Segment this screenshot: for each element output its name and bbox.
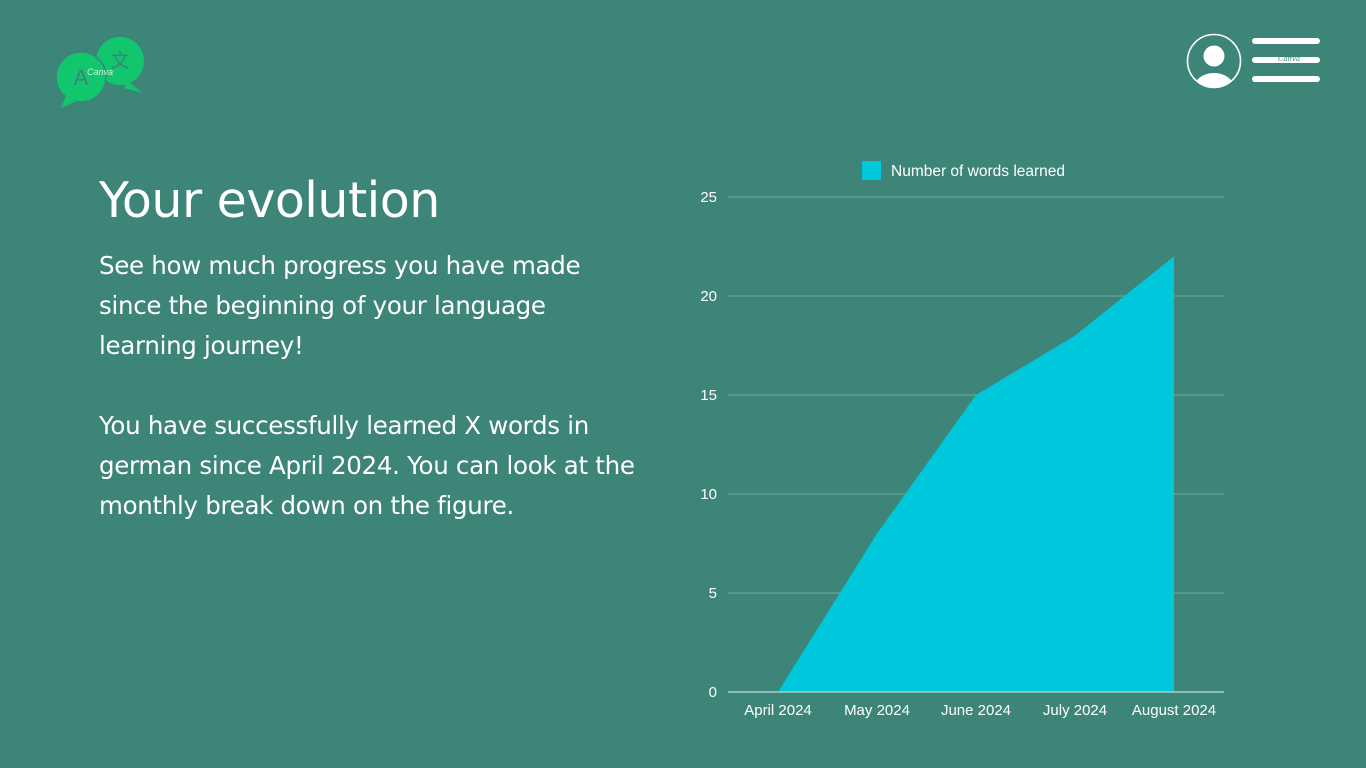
legend-label: Number of words learned (891, 163, 1065, 180)
page-title: Your evolution (99, 172, 440, 229)
x-tick-label: April 2024 (744, 702, 812, 719)
chart-area-layer (778, 256, 1174, 692)
y-tick-label: 5 (709, 585, 717, 602)
x-tick-label: June 2024 (941, 702, 1011, 719)
summary-paragraph: You have successfully learned X words in… (99, 411, 635, 520)
menu-bar-bottom (1252, 76, 1320, 82)
chart-legend: Number of words learned (862, 161, 1065, 180)
speech-bubble-front-icon (55, 51, 107, 108)
user-avatar-icon[interactable] (1186, 32, 1242, 90)
area-series-words-learned (778, 256, 1174, 692)
y-tick-label: 25 (700, 189, 717, 206)
speech-bubble-back-icon (96, 37, 144, 93)
logo-watermark: Canva (87, 67, 113, 77)
y-tick-label: 0 (709, 684, 717, 701)
menu-bar-top (1252, 38, 1320, 44)
hamburger-menu-button[interactable]: Canva (1252, 36, 1322, 84)
x-tick-label: May 2024 (844, 702, 910, 719)
y-tick-label: 10 (700, 486, 717, 503)
y-tick-label: 20 (700, 288, 717, 305)
legend-swatch (862, 161, 881, 180)
logo-letter-cjk: 文 (110, 50, 129, 72)
x-tick-label: July 2024 (1043, 702, 1107, 719)
y-tick-label: 15 (700, 387, 717, 404)
chart-axes: 0 5 10 15 20 25 April 2024 May 2024 June 2024 Jul… (700, 189, 1224, 719)
x-tick-label: August 2024 (1132, 702, 1216, 719)
intro-paragraph: See how much progress you have made sinc… (99, 251, 581, 360)
menu-watermark: Canva (1278, 55, 1301, 63)
menu-bar-middle (1252, 57, 1320, 63)
logo-letter-latin: A (74, 65, 89, 90)
translate-logo-icon: A 文 Canva (55, 37, 144, 108)
words-learned-area-chart: 0 5 10 15 20 25 April 2024 May 2024 June 2024 Jul… (700, 161, 1224, 719)
